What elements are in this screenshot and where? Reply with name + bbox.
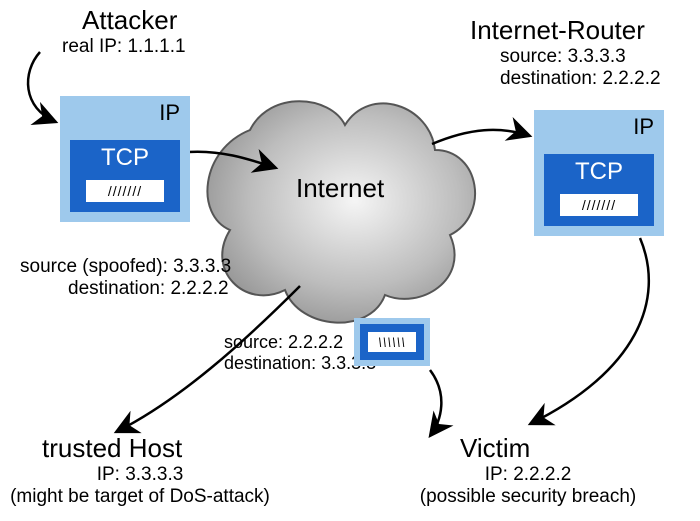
attacker-caption-1: source (spoofed): 3.3.3.3 bbox=[20, 256, 231, 278]
tcp-label: TCP bbox=[550, 158, 648, 186]
trusted-title: trusted Host bbox=[42, 434, 182, 464]
router-sub: source: 3.3.3.3 destination: 2.2.2.2 bbox=[500, 46, 661, 90]
router-ip-box: IP TCP /////// bbox=[534, 110, 664, 236]
internet-cloud bbox=[207, 101, 475, 322]
response-mini-box: \\\\\\ bbox=[354, 318, 430, 366]
router-sub-2: destination: 2.2.2.2 bbox=[500, 68, 661, 90]
router-tcp-box: TCP /////// bbox=[544, 154, 654, 226]
payload-icon: \\\\\\ bbox=[366, 330, 418, 354]
victim-sub: IP: 2.2.2.2 (possible security breach) bbox=[398, 464, 658, 508]
trusted-sub-2: (might be target of DoS-attack) bbox=[0, 486, 280, 508]
arrow-router-to-victim bbox=[530, 238, 649, 424]
internet-label: Internet bbox=[296, 174, 384, 204]
victim-sub-2: (possible security breach) bbox=[398, 486, 658, 508]
arrow-attacker-in bbox=[28, 52, 56, 122]
attacker-ip-box: IP TCP /////// bbox=[60, 96, 190, 222]
arrow-victim-response bbox=[430, 370, 441, 436]
ip-label: IP bbox=[633, 114, 654, 140]
response-inner: \\\\\\ bbox=[360, 324, 424, 360]
attacker-caption: source (spoofed): 3.3.3.3 destination: 2… bbox=[20, 256, 231, 300]
arrow-cloud-to-router bbox=[432, 130, 530, 144]
attacker-caption-2: destination: 2.2.2.2 bbox=[20, 278, 231, 300]
payload-icon: /////// bbox=[84, 178, 166, 204]
attacker-title: Attacker bbox=[82, 6, 177, 36]
victim-sub-1: IP: 2.2.2.2 bbox=[398, 464, 658, 486]
router-sub-1: source: 3.3.3.3 bbox=[500, 46, 661, 68]
ip-label: IP bbox=[159, 100, 180, 126]
payload-icon: /////// bbox=[558, 192, 640, 218]
trusted-sub-1: IP: 3.3.3.3 bbox=[0, 464, 280, 486]
victim-title: Victim bbox=[460, 434, 530, 464]
attacker-tcp-box: TCP /////// bbox=[70, 140, 180, 212]
tcp-label: TCP bbox=[76, 144, 174, 172]
trusted-sub: IP: 3.3.3.3 (might be target of DoS-atta… bbox=[0, 464, 280, 508]
router-title: Internet-Router bbox=[470, 16, 645, 46]
attacker-sub: real IP: 1.1.1.1 bbox=[62, 36, 186, 58]
